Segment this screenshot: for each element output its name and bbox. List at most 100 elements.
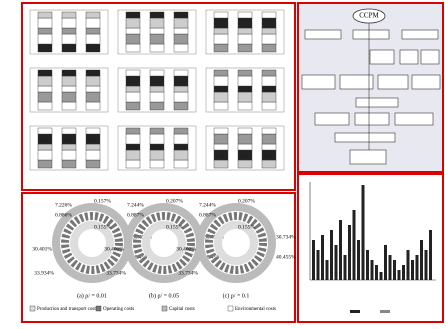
thumb-segment <box>213 85 229 93</box>
thumb-segment <box>237 85 253 93</box>
thumb-segment <box>149 91 165 103</box>
mini-bar <box>406 250 410 280</box>
thumb-segment <box>61 69 77 77</box>
thumb-segment <box>125 43 141 53</box>
legend-label: Operating costs <box>103 307 134 312</box>
donut-label: 40.458% <box>204 254 224 260</box>
thumb-segment <box>237 143 253 151</box>
thumb-segment <box>261 43 277 53</box>
thumb-segment <box>261 69 277 77</box>
thumb-segment <box>173 101 189 111</box>
mini-bar <box>397 270 401 280</box>
box <box>411 74 441 90</box>
mini-bar <box>366 250 369 280</box>
thumb-segment <box>37 11 53 19</box>
donut-label: 7.244% <box>127 202 144 208</box>
mini-bar <box>330 230 333 280</box>
thumb-segment <box>37 127 53 135</box>
donut-label: 40.456% <box>132 254 152 260</box>
thumb-segment <box>125 101 141 111</box>
thumb-segment <box>261 127 277 135</box>
thumb-segment <box>125 17 141 29</box>
thumb-segment <box>173 127 189 135</box>
thumb-frame <box>205 9 285 55</box>
box <box>301 74 336 90</box>
thumb-segment <box>37 43 53 53</box>
box <box>354 112 390 126</box>
thumb-frame <box>29 125 109 171</box>
thumb-segment <box>149 133 165 145</box>
thumb-segment <box>261 75 277 87</box>
thumb-segment <box>149 75 165 87</box>
mini-bar <box>411 260 414 280</box>
donut-label: 30.733% <box>204 234 224 240</box>
thumb-segment <box>149 17 165 29</box>
thumb-segment <box>173 69 189 77</box>
mini-bar <box>312 240 315 280</box>
mini-bar <box>393 260 396 280</box>
thumb-segment <box>149 11 165 19</box>
thumb-segment <box>61 127 77 135</box>
donut-label: 0.155% <box>94 224 111 230</box>
thumb-segment <box>173 43 189 53</box>
thumb-segment <box>61 33 77 45</box>
donut-label: 30.402% <box>176 246 196 252</box>
thumb-segment <box>213 101 229 111</box>
thumb-segment <box>237 17 253 29</box>
thumb-segment <box>37 75 53 87</box>
thumb-frame <box>29 9 109 55</box>
thumb-frame <box>117 67 197 113</box>
mini-bar <box>402 265 405 280</box>
thumb-segment <box>173 149 189 161</box>
thumb-segment <box>61 149 77 161</box>
donut-label: 33.734% <box>178 270 198 276</box>
thumb-segment <box>61 11 77 19</box>
thumb-segment <box>261 17 277 29</box>
thumb-segment <box>173 85 189 93</box>
thumb-segment <box>125 85 141 93</box>
mini-bar <box>357 240 360 280</box>
thumb-segment <box>213 69 229 77</box>
thumb-segment <box>85 133 101 145</box>
donut-ring <box>214 221 258 265</box>
thumb-segment <box>213 43 229 53</box>
thumb-segment <box>85 17 101 29</box>
thumb-segment <box>173 159 189 169</box>
thumb-segment <box>85 101 101 111</box>
mini-bar <box>384 245 387 280</box>
thumb-segment <box>61 85 77 93</box>
donut-label: 30.633% <box>132 234 152 240</box>
thumb-segment <box>237 43 253 53</box>
thumb-segment <box>237 69 253 77</box>
mini-bar <box>415 255 419 280</box>
box <box>394 112 434 126</box>
thumb-segment <box>85 85 101 93</box>
root-node <box>352 8 386 24</box>
thumb-segment <box>85 11 101 19</box>
legend-swatch <box>227 305 234 312</box>
mini-bar <box>325 260 329 280</box>
thumb-segment <box>213 75 229 87</box>
legend-label: Production and transport costs <box>37 307 98 312</box>
legend-swatch <box>161 305 168 312</box>
thumb-segment <box>261 133 277 145</box>
box <box>401 29 439 40</box>
thumb-segment <box>261 27 277 35</box>
thumb-segment <box>213 27 229 35</box>
donut-label: 30.401% <box>104 246 124 252</box>
box <box>355 97 399 108</box>
thumb-segment <box>37 101 53 111</box>
thumb-segment <box>61 91 77 103</box>
thumb-segment <box>261 91 277 103</box>
donut-label: 33.934% <box>34 270 54 276</box>
mini-bar <box>348 225 351 280</box>
thumb-segment <box>61 101 77 111</box>
mini-bar <box>361 185 365 280</box>
thumb-segment <box>149 43 165 53</box>
legend-swatch <box>380 310 390 313</box>
mini-bar <box>379 272 383 280</box>
thumb-segment <box>173 75 189 87</box>
donut-group: 7.226% 0.157% 0.886% 0.155% 30.633% 40.456% 30… <box>29 198 296 312</box>
mini-bar <box>334 245 338 280</box>
